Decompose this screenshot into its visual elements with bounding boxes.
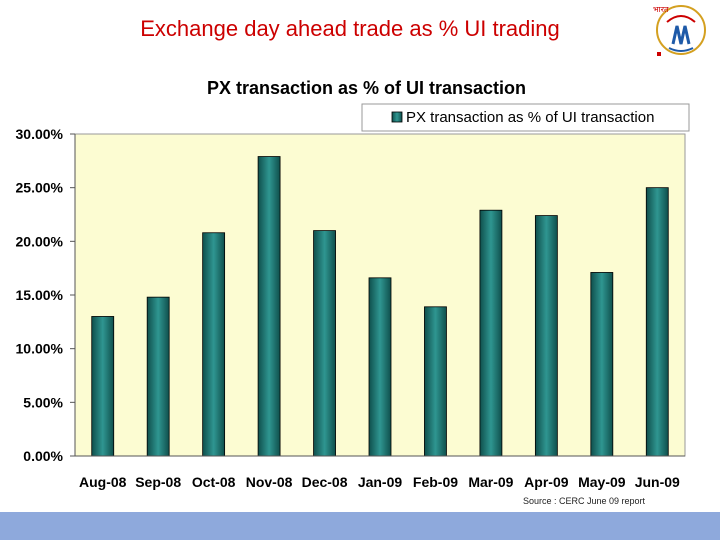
y-tick-label: 25.00% bbox=[16, 180, 64, 196]
bar-oct-08 bbox=[202, 232, 226, 457]
bar-jun-09 bbox=[645, 187, 669, 457]
x-tick-label: Jun-09 bbox=[635, 474, 680, 490]
slide-title: Exchange day ahead trade as % UI trading bbox=[0, 16, 720, 42]
y-axis: 0.00% 5.00% 10.00% 15.00% 20.00% 25.00% 30.00% bbox=[16, 126, 76, 464]
x-tick-label: Apr-09 bbox=[524, 474, 569, 490]
chart-title: PX transaction as % of UI transaction bbox=[206, 78, 527, 98]
bars-group bbox=[91, 156, 669, 457]
bar-nov-08 bbox=[257, 156, 281, 457]
x-tick-label: Jan-09 bbox=[358, 474, 403, 490]
svg-text:भारत: भारत bbox=[653, 5, 669, 14]
x-tick-label: Mar-09 bbox=[468, 474, 513, 490]
legend-label: PX transaction as % of UI transaction bbox=[406, 109, 654, 126]
legend-swatch bbox=[391, 111, 403, 123]
legend: PX transaction as % of UI transaction bbox=[361, 103, 690, 132]
x-tick-label: Dec-08 bbox=[302, 474, 348, 490]
y-tick-label: 20.00% bbox=[16, 233, 64, 249]
y-tick-label: 0.00% bbox=[23, 448, 63, 464]
organization-logo-icon: भारत bbox=[653, 5, 706, 56]
bar-apr-09 bbox=[534, 215, 558, 457]
x-tick-label: Aug-08 bbox=[79, 474, 127, 490]
source-note: Source : CERC June 09 report bbox=[523, 496, 646, 506]
bar-dec-08 bbox=[313, 230, 336, 457]
x-tick-label: May-09 bbox=[578, 474, 626, 490]
bar-feb-09 bbox=[424, 306, 447, 457]
x-tick-label: Oct-08 bbox=[192, 474, 236, 490]
bar-chart: 0.00% 5.00% 10.00% 15.00% 20.00% 25.00% 30.00%… bbox=[16, 103, 690, 490]
bar-jan-09 bbox=[368, 277, 392, 457]
y-tick-label: 30.00% bbox=[16, 126, 64, 142]
footer-bar bbox=[0, 512, 720, 540]
bar-may-09 bbox=[590, 272, 614, 457]
bar-sep-08 bbox=[146, 296, 170, 457]
y-tick-label: 10.00% bbox=[16, 341, 64, 357]
bar-aug-08 bbox=[91, 316, 115, 457]
x-tick-label: Sep-08 bbox=[135, 474, 181, 490]
bar-mar-09 bbox=[479, 209, 503, 457]
x-axis: Aug-08 Sep-08 Oct-08 Nov-08 Dec-08 Jan-09 Feb-… bbox=[75, 455, 685, 490]
y-tick-label: 15.00% bbox=[16, 287, 64, 303]
slide-title-text: Exchange day ahead trade as % UI trading bbox=[140, 16, 560, 41]
x-tick-label: Feb-09 bbox=[413, 474, 458, 490]
x-tick-label: Nov-08 bbox=[246, 474, 293, 490]
y-tick-label: 5.00% bbox=[23, 394, 63, 410]
